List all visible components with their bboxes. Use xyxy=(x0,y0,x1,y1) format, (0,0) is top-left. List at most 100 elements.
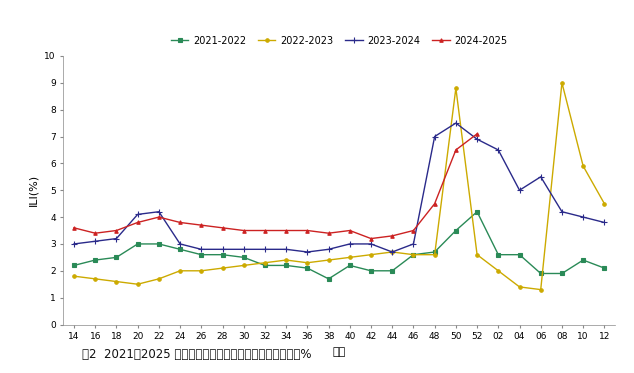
2024-2025 xyxy=(155,215,163,219)
2024-2025 xyxy=(452,148,460,152)
2021-2022 xyxy=(452,228,460,233)
Legend: 2021-2022, 2022-2023, 2023-2024, 2024-2025: 2021-2022, 2022-2023, 2023-2024, 2024-20… xyxy=(171,36,508,46)
2022-2023 xyxy=(579,164,587,168)
2024-2025 xyxy=(304,228,311,233)
2022-2023 xyxy=(282,258,290,262)
2024-2025 xyxy=(473,132,481,136)
2023-2024 xyxy=(579,215,587,219)
2023-2024 xyxy=(134,212,141,217)
2021-2022 xyxy=(600,266,608,270)
2021-2022 xyxy=(304,266,311,270)
2021-2022 xyxy=(325,277,332,281)
2023-2024 xyxy=(70,242,78,246)
2022-2023 xyxy=(452,86,460,90)
2024-2025 xyxy=(261,228,269,233)
2021-2022 xyxy=(558,271,566,276)
2022-2023 xyxy=(219,266,226,270)
2024-2025 xyxy=(198,223,205,228)
2022-2023 xyxy=(410,253,417,257)
2023-2024 xyxy=(176,242,184,246)
2023-2024 xyxy=(367,242,375,246)
2022-2023 xyxy=(304,260,311,265)
2023-2024 xyxy=(261,247,269,251)
2021-2022 xyxy=(198,253,205,257)
2021-2022 xyxy=(473,210,481,214)
2023-2024 xyxy=(515,188,523,192)
2023-2024 xyxy=(113,236,120,241)
2022-2023 xyxy=(91,277,99,281)
Line: 2024-2025: 2024-2025 xyxy=(72,132,479,240)
X-axis label: 周次: 周次 xyxy=(333,347,346,357)
2023-2024 xyxy=(155,210,163,214)
2021-2022 xyxy=(495,253,502,257)
Text: ©China CDC: ©China CDC xyxy=(11,355,65,364)
2022-2023 xyxy=(176,269,184,273)
2023-2024 xyxy=(431,134,439,139)
2024-2025 xyxy=(240,228,247,233)
2022-2023 xyxy=(261,260,269,265)
2021-2022 xyxy=(282,263,290,268)
Y-axis label: ILI(%): ILI(%) xyxy=(29,174,39,206)
2021-2022 xyxy=(134,242,141,246)
2023-2024 xyxy=(198,247,205,251)
2022-2023 xyxy=(473,253,481,257)
2023-2024 xyxy=(282,247,290,251)
2022-2023 xyxy=(431,253,439,257)
2022-2023 xyxy=(367,253,375,257)
2021-2022 xyxy=(346,263,354,268)
2022-2023 xyxy=(198,269,205,273)
2022-2023 xyxy=(600,201,608,206)
2024-2025 xyxy=(219,226,226,230)
2023-2024 xyxy=(558,210,566,214)
2024-2025 xyxy=(282,228,290,233)
2024-2025 xyxy=(431,201,439,206)
2021-2022 xyxy=(113,255,120,260)
2023-2024 xyxy=(537,175,545,179)
2022-2023 xyxy=(346,255,354,260)
2023-2024 xyxy=(452,121,460,125)
Text: 图2  2021－2025 年度北方省份哨点医院报告的流感样病例%: 图2 2021－2025 年度北方省份哨点医院报告的流感样病例% xyxy=(82,348,312,361)
2022-2023 xyxy=(134,282,141,286)
2021-2022 xyxy=(410,253,417,257)
2022-2023 xyxy=(515,285,523,289)
2024-2025 xyxy=(176,220,184,225)
2022-2023 xyxy=(558,81,566,85)
2023-2024 xyxy=(219,247,226,251)
2022-2023 xyxy=(537,287,545,292)
2021-2022 xyxy=(367,269,375,273)
2022-2023 xyxy=(325,258,332,262)
2022-2023 xyxy=(240,263,247,268)
2023-2024 xyxy=(304,250,311,254)
2023-2024 xyxy=(389,250,396,254)
2023-2024 xyxy=(91,239,99,244)
2021-2022 xyxy=(240,255,247,260)
2022-2023 xyxy=(113,279,120,284)
2021-2022 xyxy=(579,258,587,262)
2023-2024 xyxy=(600,220,608,225)
2021-2022 xyxy=(70,263,78,268)
2024-2025 xyxy=(91,231,99,235)
2024-2025 xyxy=(410,228,417,233)
Line: 2021-2022: 2021-2022 xyxy=(72,210,606,280)
2024-2025 xyxy=(325,231,332,235)
2023-2024 xyxy=(473,137,481,141)
2024-2025 xyxy=(113,228,120,233)
2021-2022 xyxy=(176,247,184,251)
2021-2022 xyxy=(155,242,163,246)
2024-2025 xyxy=(346,228,354,233)
2023-2024 xyxy=(346,242,354,246)
2021-2022 xyxy=(515,253,523,257)
Line: 2022-2023: 2022-2023 xyxy=(72,81,606,291)
2021-2022 xyxy=(537,271,545,276)
2021-2022 xyxy=(431,250,439,254)
2023-2024 xyxy=(495,148,502,152)
2024-2025 xyxy=(389,233,396,238)
2021-2022 xyxy=(389,269,396,273)
2022-2023 xyxy=(155,277,163,281)
2022-2023 xyxy=(70,274,78,278)
2024-2025 xyxy=(70,226,78,230)
Line: 2023-2024: 2023-2024 xyxy=(71,120,607,255)
2021-2022 xyxy=(91,258,99,262)
2024-2025 xyxy=(134,220,141,225)
2024-2025 xyxy=(367,236,375,241)
